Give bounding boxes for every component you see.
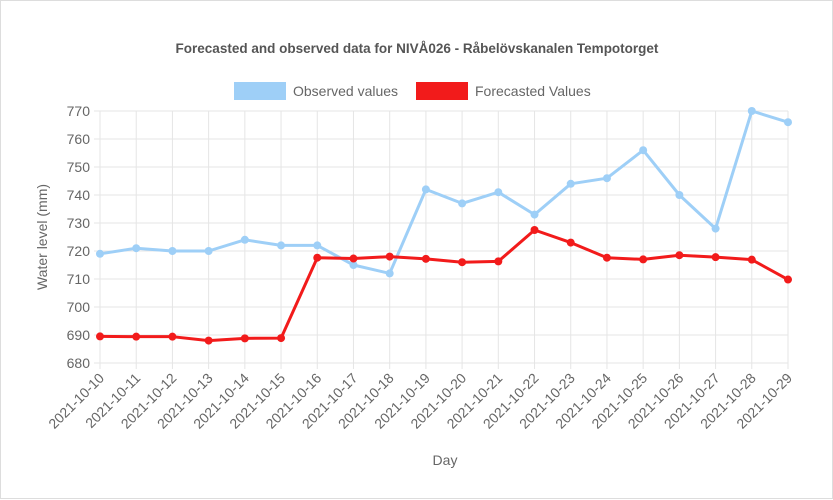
data-point[interactable] <box>277 334 286 343</box>
data-point[interactable] <box>639 146 648 155</box>
data-point[interactable] <box>784 275 792 284</box>
y-tick-label: 760 <box>67 131 91 147</box>
data-point[interactable] <box>602 174 611 183</box>
legend-item-forecasted[interactable]: Forecasted Values <box>416 82 591 100</box>
data-point[interactable] <box>639 255 648 264</box>
data-point[interactable] <box>458 258 467 267</box>
data-point[interactable] <box>566 238 575 247</box>
data-point[interactable] <box>132 332 141 341</box>
y-tick-label: 710 <box>67 271 91 287</box>
data-point[interactable] <box>385 252 394 261</box>
data-point[interactable] <box>313 253 322 262</box>
data-point[interactable] <box>349 261 358 269</box>
data-point[interactable] <box>675 251 684 260</box>
y-tick-label: 690 <box>67 327 91 343</box>
data-point[interactable] <box>204 336 213 345</box>
series-points <box>96 107 792 345</box>
data-point[interactable] <box>602 253 611 262</box>
y-tick-label: 720 <box>67 243 91 259</box>
series-lines <box>98 109 790 343</box>
data-point[interactable] <box>566 179 575 188</box>
data-point[interactable] <box>204 247 213 255</box>
data-point[interactable] <box>168 247 177 255</box>
y-tick-label: 700 <box>67 299 91 315</box>
legend-swatch-forecasted <box>416 82 468 100</box>
data-point[interactable] <box>458 199 467 208</box>
data-point[interactable] <box>385 269 394 278</box>
data-point[interactable] <box>96 332 104 341</box>
y-axis-ticks: 680 690 700 710 720 730 740 750 760 770 <box>67 103 91 371</box>
data-point[interactable] <box>421 185 430 194</box>
data-point[interactable] <box>494 188 503 197</box>
data-point[interactable] <box>421 254 430 263</box>
data-point[interactable] <box>132 244 141 253</box>
data-point[interactable] <box>675 191 684 199</box>
legend-label-forecasted: Forecasted Values <box>475 83 591 99</box>
x-axis-title: Day <box>433 452 458 468</box>
data-point[interactable] <box>240 334 249 343</box>
y-tick-label: 750 <box>67 159 91 175</box>
data-point[interactable] <box>784 118 792 127</box>
y-tick-label: 740 <box>67 187 91 203</box>
legend-swatch-observed <box>234 82 286 100</box>
legend-item-observed[interactable]: Observed values <box>234 82 398 100</box>
x-axis-ticks: 2021-10-102021-10-112021-10-122021-10-13… <box>45 370 795 432</box>
data-point[interactable] <box>494 257 503 266</box>
chart-title: Forecasted and observed data for NIVÅ026… <box>176 41 659 56</box>
gridlines <box>94 110 789 369</box>
data-point[interactable] <box>530 210 539 219</box>
data-point[interactable] <box>530 226 539 234</box>
series-line-1 <box>98 228 790 343</box>
y-tick-label: 680 <box>67 355 91 371</box>
data-point[interactable] <box>96 249 104 258</box>
y-axis-title: Water level (mm) <box>34 184 50 290</box>
y-tick-label: 730 <box>67 215 91 231</box>
data-point[interactable] <box>711 253 720 262</box>
data-point[interactable] <box>240 235 249 244</box>
data-point[interactable] <box>313 241 322 250</box>
y-tick-label: 770 <box>67 103 91 119</box>
legend-label-observed: Observed values <box>293 83 398 99</box>
data-point[interactable] <box>747 107 756 115</box>
data-point[interactable] <box>747 255 756 264</box>
legend: Observed values Forecasted Values <box>234 82 591 100</box>
data-point[interactable] <box>277 241 286 250</box>
data-point[interactable] <box>711 224 720 233</box>
data-point[interactable] <box>349 254 358 263</box>
series-line-0 <box>98 109 790 275</box>
data-point[interactable] <box>168 332 177 341</box>
